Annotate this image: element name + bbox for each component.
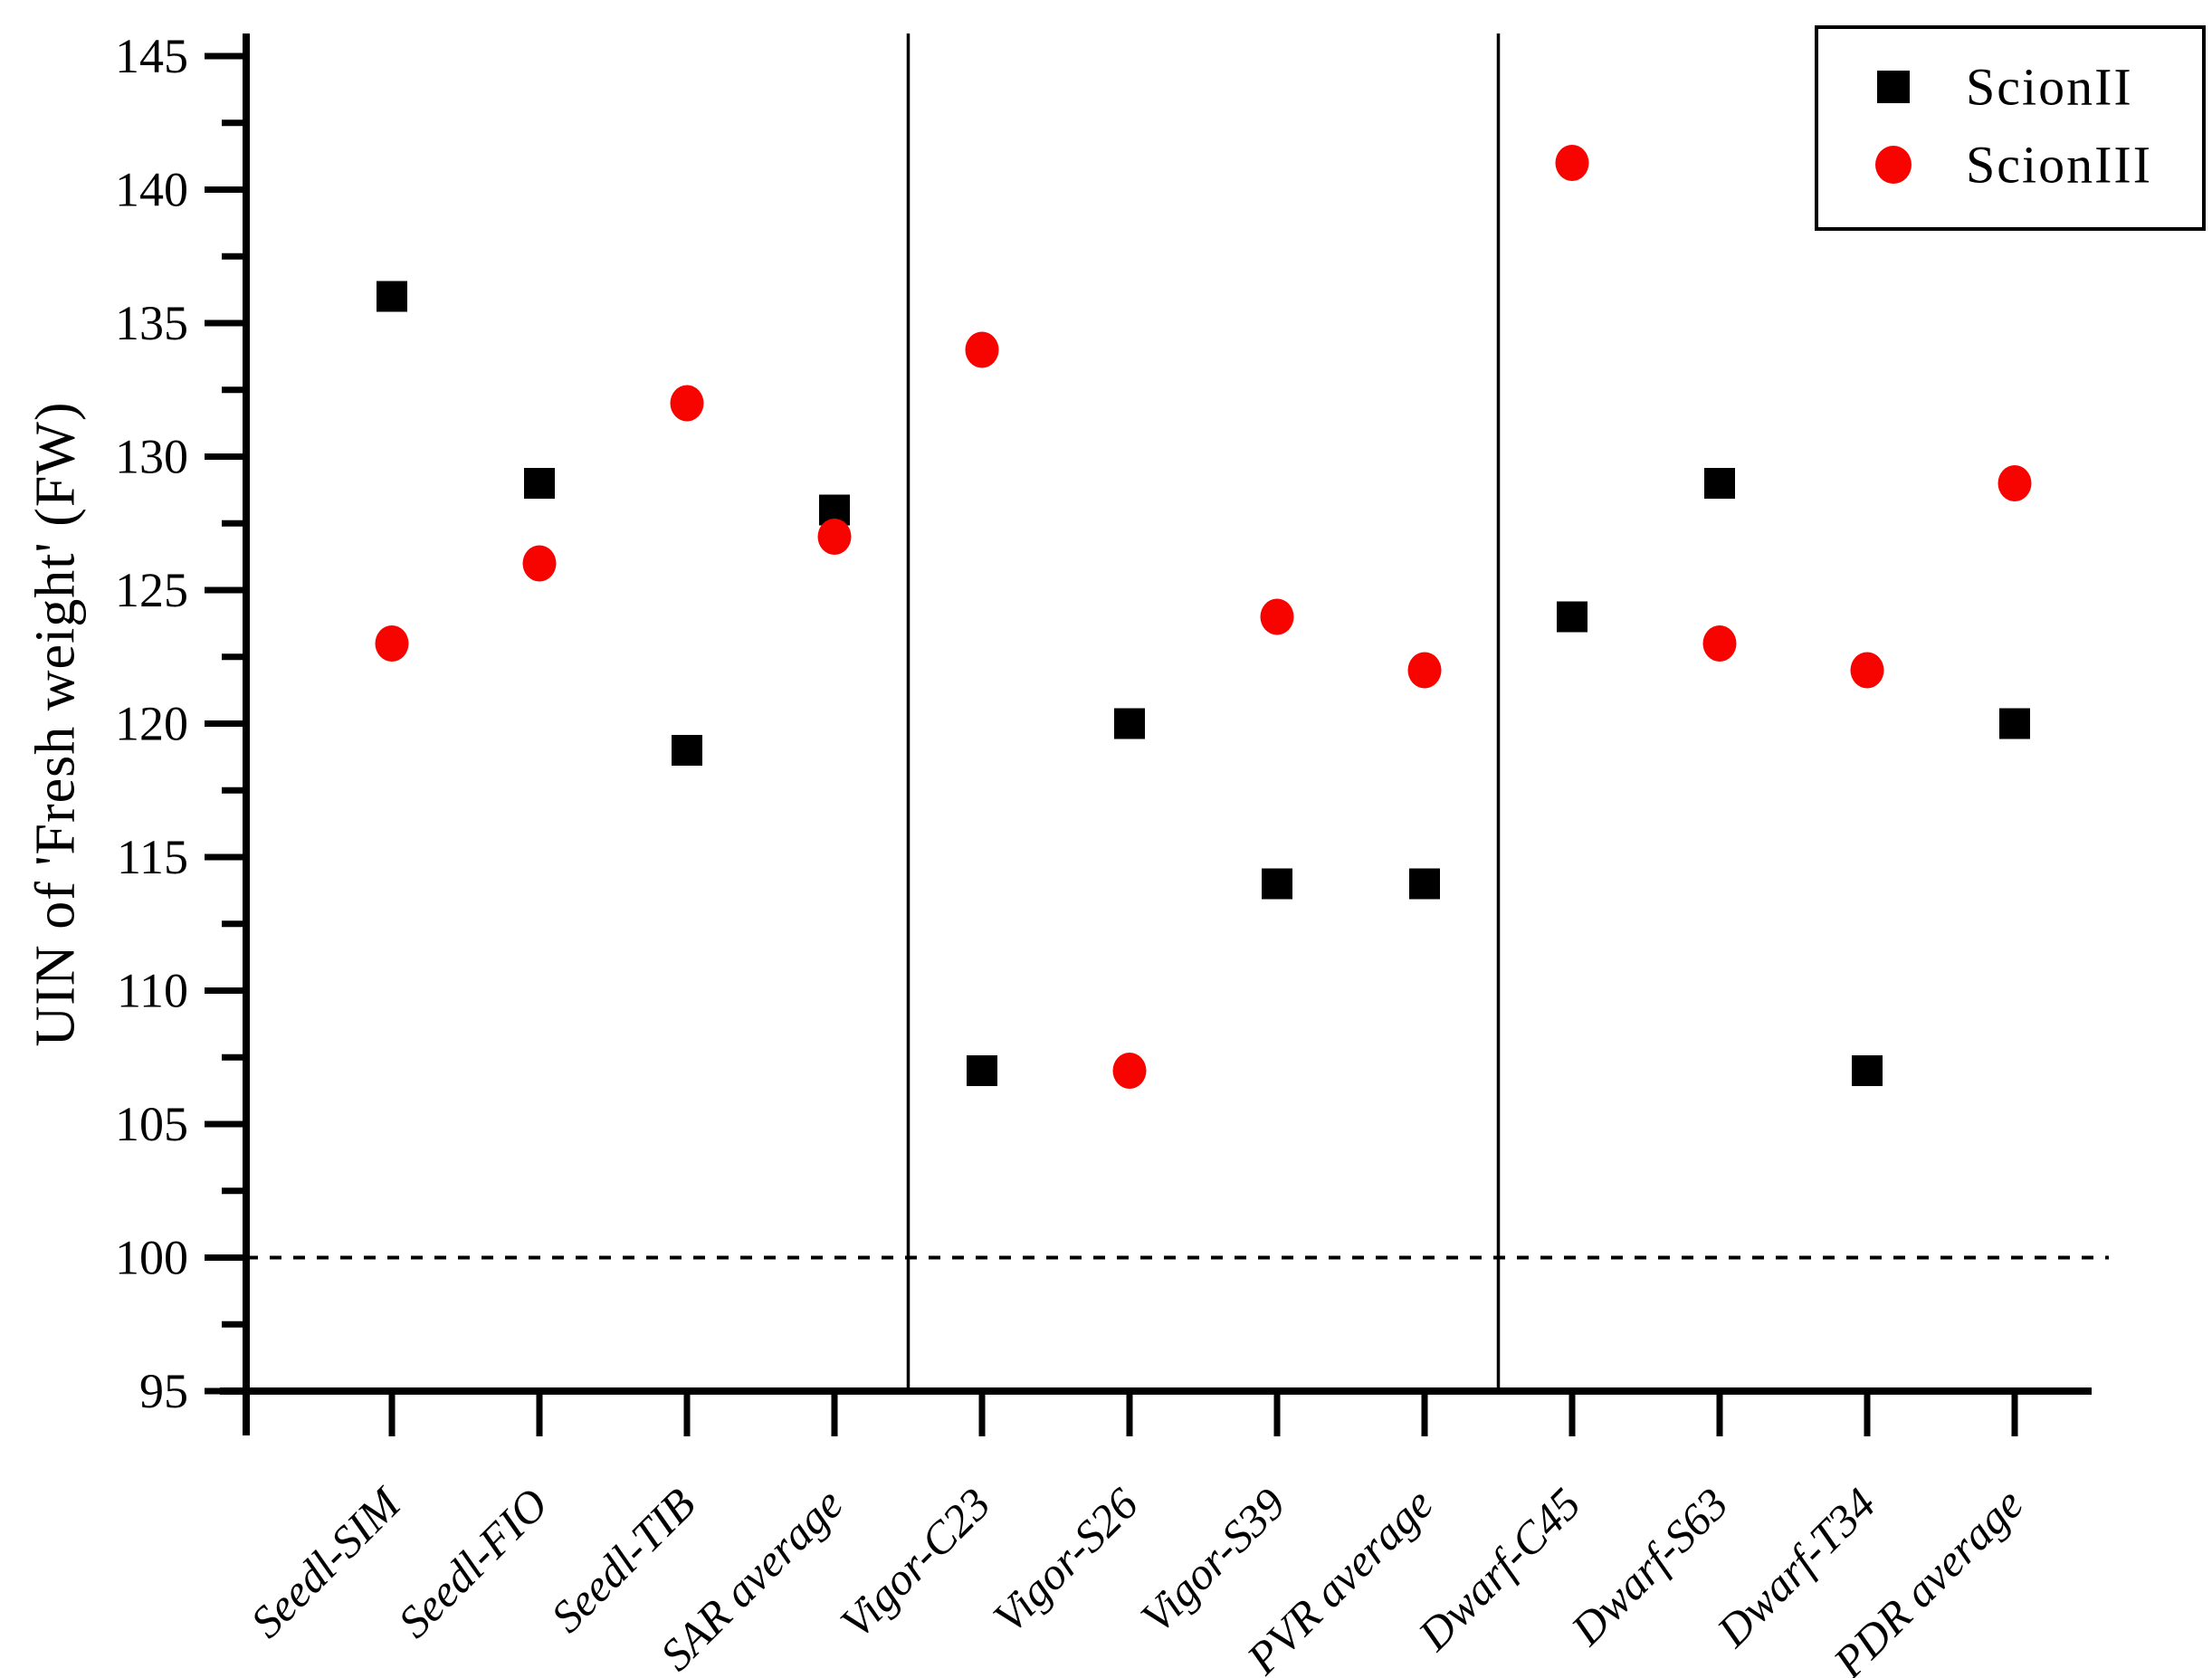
y-tick-label: 100 xyxy=(115,1231,188,1285)
data-point-circle-scioniii xyxy=(965,331,999,368)
y-tick-label: 115 xyxy=(117,830,188,884)
x-category-label: Seedl-FIO xyxy=(388,1478,558,1647)
data-point-square-scionii xyxy=(1114,708,1145,739)
legend-marker-square xyxy=(1877,71,1910,103)
x-category-label: Vigor-C23 xyxy=(830,1478,1000,1648)
legend-label: ScionII xyxy=(1966,58,2133,117)
data-point-square-scionii xyxy=(377,281,407,312)
data-point-square-scionii xyxy=(1262,868,1292,900)
data-point-square-scionii xyxy=(1557,601,1587,633)
data-point-square-scionii xyxy=(1704,468,1735,499)
legend-box xyxy=(1815,25,2206,231)
y-axis-title: UIN of 'Fresh weight' (FW) xyxy=(24,401,87,1047)
data-point-square-scionii xyxy=(1409,868,1440,900)
data-point-square-scionii xyxy=(524,468,555,499)
y-tick-label: 120 xyxy=(115,697,188,751)
data-point-circle-scioniii xyxy=(522,545,557,582)
x-category-label: Dwarf-S63 xyxy=(1560,1478,1737,1654)
y-tick-label: 135 xyxy=(115,296,188,350)
x-category-label: Vigor-S26 xyxy=(983,1478,1148,1643)
x-category-label: Seedl-SIM xyxy=(241,1477,411,1647)
data-point-circle-scioniii xyxy=(817,519,852,555)
legend-marker-circle xyxy=(1875,146,1912,184)
data-point-circle-scioniii xyxy=(1407,652,1442,689)
y-tick-label: 145 xyxy=(115,29,188,83)
y-tick-label: 125 xyxy=(115,563,188,617)
y-tick-label: 140 xyxy=(115,163,188,217)
data-point-circle-scioniii xyxy=(1112,1053,1147,1089)
legend-label: ScionIII xyxy=(1966,136,2152,195)
data-point-square-scionii xyxy=(967,1055,997,1086)
data-point-square-scionii xyxy=(672,735,702,766)
data-point-circle-scioniii xyxy=(1997,465,2032,501)
data-point-circle-scioniii xyxy=(1555,145,1589,181)
x-category-label: Dwarf-C45 xyxy=(1407,1478,1589,1660)
y-tick-label: 105 xyxy=(115,1097,188,1151)
y-tick-label: 95 xyxy=(139,1364,188,1418)
data-point-square-scionii xyxy=(1852,1055,1883,1086)
data-point-circle-scioniii xyxy=(1850,652,1884,689)
data-point-circle-scioniii xyxy=(670,385,704,422)
data-point-circle-scioniii xyxy=(375,625,409,662)
data-point-square-scionii xyxy=(1999,708,2030,739)
data-point-circle-scioniii xyxy=(1702,625,1737,662)
y-tick-label: 110 xyxy=(117,964,188,1018)
y-tick-label: 130 xyxy=(115,430,188,484)
data-point-circle-scioniii xyxy=(1260,598,1294,635)
